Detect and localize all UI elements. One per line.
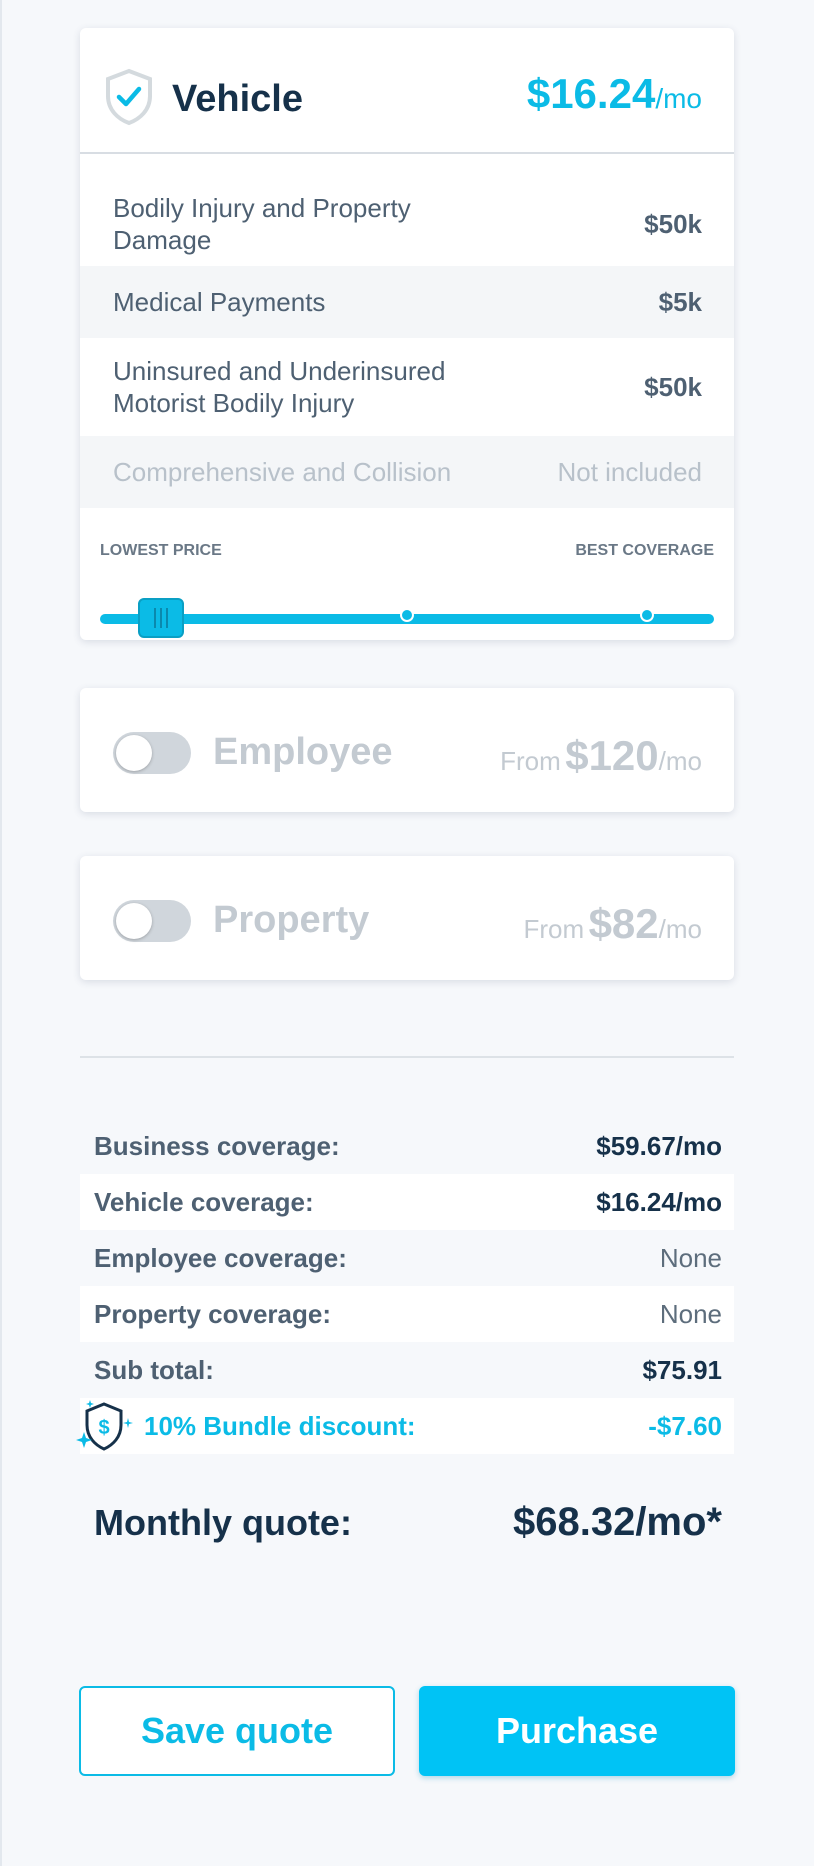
employee-card: Employee From $120/mo <box>80 688 734 812</box>
coverage-row-bodily-injury: Bodily Injury and Property Damage $50k <box>80 154 734 294</box>
property-price: From $82/mo <box>523 900 702 948</box>
summary-label: Property coverage: <box>94 1298 331 1329</box>
summary-label: 10% Bundle discount: <box>144 1410 416 1441</box>
coverage-value: $50k <box>644 371 702 402</box>
toggle-knob <box>116 735 152 771</box>
slider-labels: LOWEST PRICE BEST COVERAGE <box>100 542 714 560</box>
summary-row-bundle-discount: $ 10% Bundle discount: -$7.60 <box>76 1398 734 1454</box>
coverage-label: Medical Payments <box>113 287 326 317</box>
summary-label: Sub total: <box>94 1354 214 1385</box>
summary-divider <box>80 1056 734 1058</box>
summary-row-business: Business coverage: $59.67/mo <box>80 1118 734 1174</box>
coverage-label: Uninsured and Underinsured Motorist Bodi… <box>113 356 446 418</box>
purchase-button[interactable]: Purchase <box>419 1686 735 1776</box>
coverage-row-medical-payments: Medical Payments $5k <box>80 266 734 338</box>
toggle-knob <box>116 903 152 939</box>
property-price-unit: /mo <box>658 914 702 944</box>
monthly-quote-value: $68.32/mo* <box>512 1500 722 1544</box>
summary-label: Vehicle coverage: <box>94 1186 314 1217</box>
property-toggle[interactable] <box>113 900 191 942</box>
summary-label: Employee coverage: <box>94 1242 347 1273</box>
employee-toggle[interactable] <box>113 732 191 774</box>
coverage-value: $50k <box>644 208 702 239</box>
employee-price-unit: /mo <box>658 746 702 776</box>
property-price-amount: $82 <box>588 900 659 947</box>
summary-row-employee: Employee coverage: None <box>80 1230 734 1286</box>
slider-stop[interactable] <box>400 608 414 622</box>
price-from-label: From <box>523 914 585 944</box>
slider-stop[interactable] <box>640 608 654 622</box>
coverage-label: Comprehensive and Collision <box>113 457 452 487</box>
summary-value: None <box>659 1298 722 1329</box>
discount-shield-icon: $ <box>76 1400 133 1451</box>
monthly-quote: Monthly quote: $68.32/mo* <box>80 1500 734 1545</box>
slider-label-lowest-price: LOWEST PRICE <box>100 542 222 559</box>
coverage-value: $5k <box>658 286 702 317</box>
coverage-value: Not included <box>557 456 702 487</box>
employee-price: From $120/mo <box>500 732 702 780</box>
property-card: Property From $82/mo <box>80 856 734 980</box>
coverage-row-comprehensive-collision: Comprehensive and Collision Not included <box>80 436 734 508</box>
vehicle-card: Vehicle $16.24/mo Bodily Injury and Prop… <box>80 28 734 640</box>
summary-value: $75.91 <box>642 1354 722 1385</box>
price-from-label: From <box>500 746 561 776</box>
monthly-quote-label: Monthly quote: <box>94 1501 352 1543</box>
coverage-slider-handle[interactable] <box>138 598 184 638</box>
summary-value: $16.24/mo <box>596 1186 722 1217</box>
summary-value: None <box>659 1242 722 1273</box>
summary-value: -$7.60 <box>648 1410 722 1441</box>
property-title: Property <box>213 899 370 941</box>
vehicle-header: Vehicle $16.24/mo <box>80 28 734 154</box>
coverage-label: Bodily Injury and Property Damage <box>113 193 411 255</box>
shield-check-icon <box>106 68 152 126</box>
vehicle-title: Vehicle <box>172 78 303 120</box>
summary-value: $59.67/mo <box>596 1130 722 1161</box>
summary-label: Business coverage: <box>94 1130 340 1161</box>
slider-label-best-coverage: BEST COVERAGE <box>575 542 714 559</box>
coverage-row-uninsured-motorist: Uninsured and Underinsured Motorist Bodi… <box>80 338 734 436</box>
vehicle-price-unit: /mo <box>655 83 702 114</box>
employee-title: Employee <box>213 731 393 773</box>
summary-row-property: Property coverage: None <box>80 1286 734 1342</box>
summary-row-subtotal: Sub total: $75.91 <box>80 1342 734 1398</box>
vehicle-price: $16.24/mo <box>527 70 702 118</box>
employee-price-amount: $120 <box>565 732 659 779</box>
vehicle-price-amount: $16.24 <box>526 70 656 117</box>
page-edge <box>0 0 2 1866</box>
save-quote-button[interactable]: Save quote <box>79 1686 395 1776</box>
summary-row-vehicle: Vehicle coverage: $16.24/mo <box>80 1174 734 1230</box>
svg-text:$: $ <box>98 1417 109 1439</box>
